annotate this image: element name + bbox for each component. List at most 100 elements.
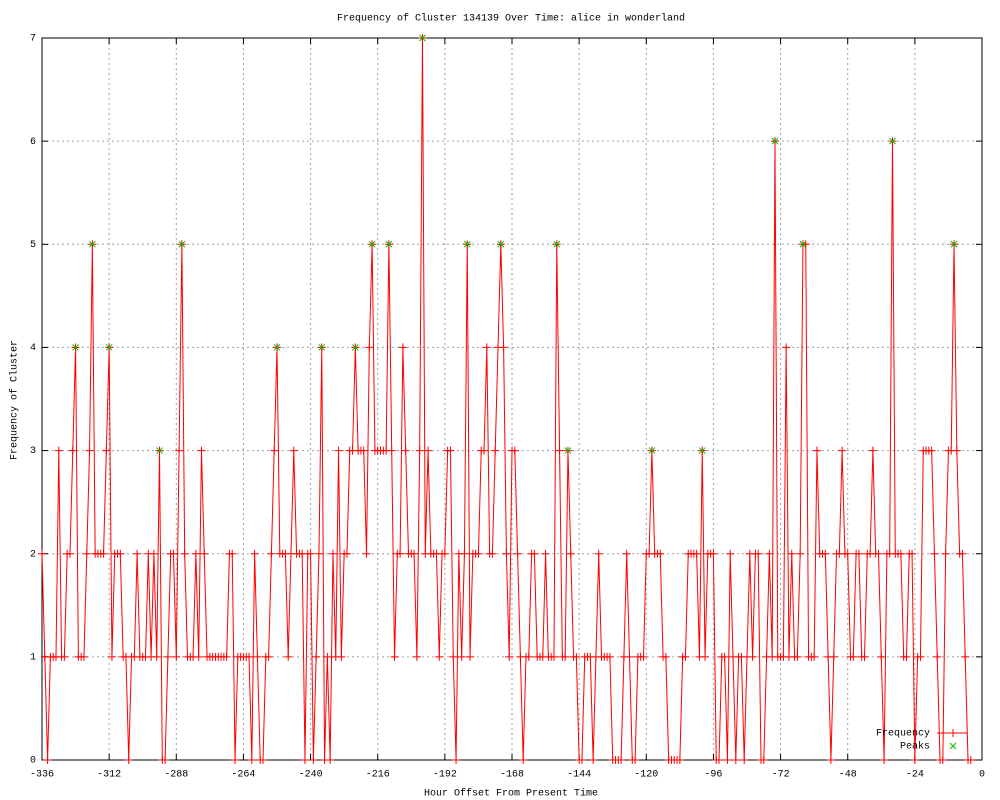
- frequency-point: [622, 549, 631, 558]
- frequency-point: [829, 652, 838, 661]
- frequency-point: [424, 446, 433, 455]
- x-tick-label: -24: [906, 770, 924, 781]
- frequency-point: [530, 549, 539, 558]
- frequency-point: [916, 652, 925, 661]
- frequency-point: [701, 652, 710, 661]
- peak-point: [463, 240, 471, 248]
- frequency-point: [264, 652, 273, 661]
- y-tick-label: 5: [30, 240, 36, 251]
- frequency-point: [731, 756, 740, 764]
- frequency-point: [172, 652, 181, 661]
- x-tick-label: -240: [299, 770, 323, 781]
- frequency-point: [720, 652, 729, 661]
- frequency-point: [723, 756, 732, 764]
- peak-point: [419, 34, 426, 42]
- frequency-point: [180, 549, 189, 558]
- frequency-point: [312, 652, 321, 661]
- x-tick-label: -216: [366, 770, 390, 781]
- frequency-point: [594, 549, 603, 558]
- frequency-point: [359, 446, 368, 455]
- frequency-point: [549, 652, 558, 661]
- frequency-point: [163, 652, 172, 661]
- frequency-point: [396, 549, 405, 558]
- peak-point: [89, 240, 96, 248]
- peak-point: [318, 344, 326, 351]
- x-tick-label: -72: [772, 770, 790, 781]
- legend-marker: [949, 729, 957, 737]
- frequency-point: [740, 756, 749, 764]
- frequency-point: [566, 549, 575, 558]
- peak-point: [105, 344, 113, 351]
- frequency-point: [200, 549, 209, 558]
- frequency-point: [681, 652, 690, 661]
- frequency-point: [38, 549, 46, 558]
- frequency-point: [107, 652, 116, 661]
- frequency-point: [656, 549, 665, 558]
- peak-point: [273, 344, 281, 351]
- peak-point: [72, 344, 79, 351]
- frequency-point: [390, 652, 399, 661]
- peak-point: [553, 240, 561, 248]
- peak-point: [178, 240, 186, 248]
- x-tick-label: -48: [839, 770, 857, 781]
- frequency-point: [849, 652, 858, 661]
- frequency-point: [116, 549, 125, 558]
- frequency-point: [692, 549, 701, 558]
- peak-point: [950, 240, 958, 248]
- frequency-point: [821, 549, 830, 558]
- frequency-point: [826, 756, 835, 764]
- frequency-point: [908, 549, 917, 558]
- frequency-point: [326, 756, 335, 764]
- frequency-point: [787, 549, 796, 558]
- frequency-point: [191, 549, 200, 558]
- frequency-point: [259, 756, 268, 764]
- frequency-point: [449, 652, 458, 661]
- x-axis-label: Hour Offset From Present Time: [424, 788, 598, 800]
- frequency-point: [561, 652, 570, 661]
- frequency-point: [854, 549, 863, 558]
- frequency-point: [877, 652, 886, 661]
- frequency-point: [99, 549, 108, 558]
- frequency-point: [874, 549, 883, 558]
- x-tick-label: -96: [704, 770, 722, 781]
- frequency-point: [435, 652, 444, 661]
- y-tick-label: 7: [30, 34, 36, 45]
- frequency-point: [480, 446, 489, 455]
- frequency-point: [124, 756, 133, 764]
- frequency-point: [440, 549, 449, 558]
- frequency-point: [102, 446, 111, 455]
- frequency-point: [572, 652, 581, 661]
- frequency-point: [54, 446, 63, 455]
- frequency-point: [452, 756, 461, 764]
- x-tick-label: -192: [433, 770, 457, 781]
- peak-point: [799, 240, 807, 248]
- frequency-point: [362, 549, 371, 558]
- x-tick-label: -312: [97, 770, 121, 781]
- frequency-point: [175, 446, 184, 455]
- frequency-point: [300, 756, 309, 764]
- x-tick-label: -120: [634, 770, 658, 781]
- frequency-point: [938, 756, 947, 764]
- frequency-point: [715, 756, 724, 764]
- frequency-point: [793, 652, 802, 661]
- frequency-point: [194, 652, 203, 661]
- peak-point: [385, 240, 393, 248]
- frequency-point: [709, 549, 718, 558]
- x-tick-label: -264: [231, 770, 255, 781]
- frequency-point: [880, 756, 889, 764]
- frequency-point: [605, 652, 614, 661]
- peak-point: [368, 240, 376, 248]
- plot-border: [41, 37, 983, 761]
- frequency-point: [589, 756, 598, 764]
- frequency-point: [625, 652, 634, 661]
- frequency-point: [927, 446, 936, 455]
- frequency-point: [460, 549, 469, 558]
- x-tick-label: -336: [30, 770, 54, 781]
- frequency-point: [765, 549, 774, 558]
- frequency-point: [661, 652, 670, 661]
- peak-point: [156, 447, 163, 454]
- frequency-point: [748, 652, 757, 661]
- frequency-point: [910, 756, 919, 764]
- frequency-point: [868, 446, 877, 455]
